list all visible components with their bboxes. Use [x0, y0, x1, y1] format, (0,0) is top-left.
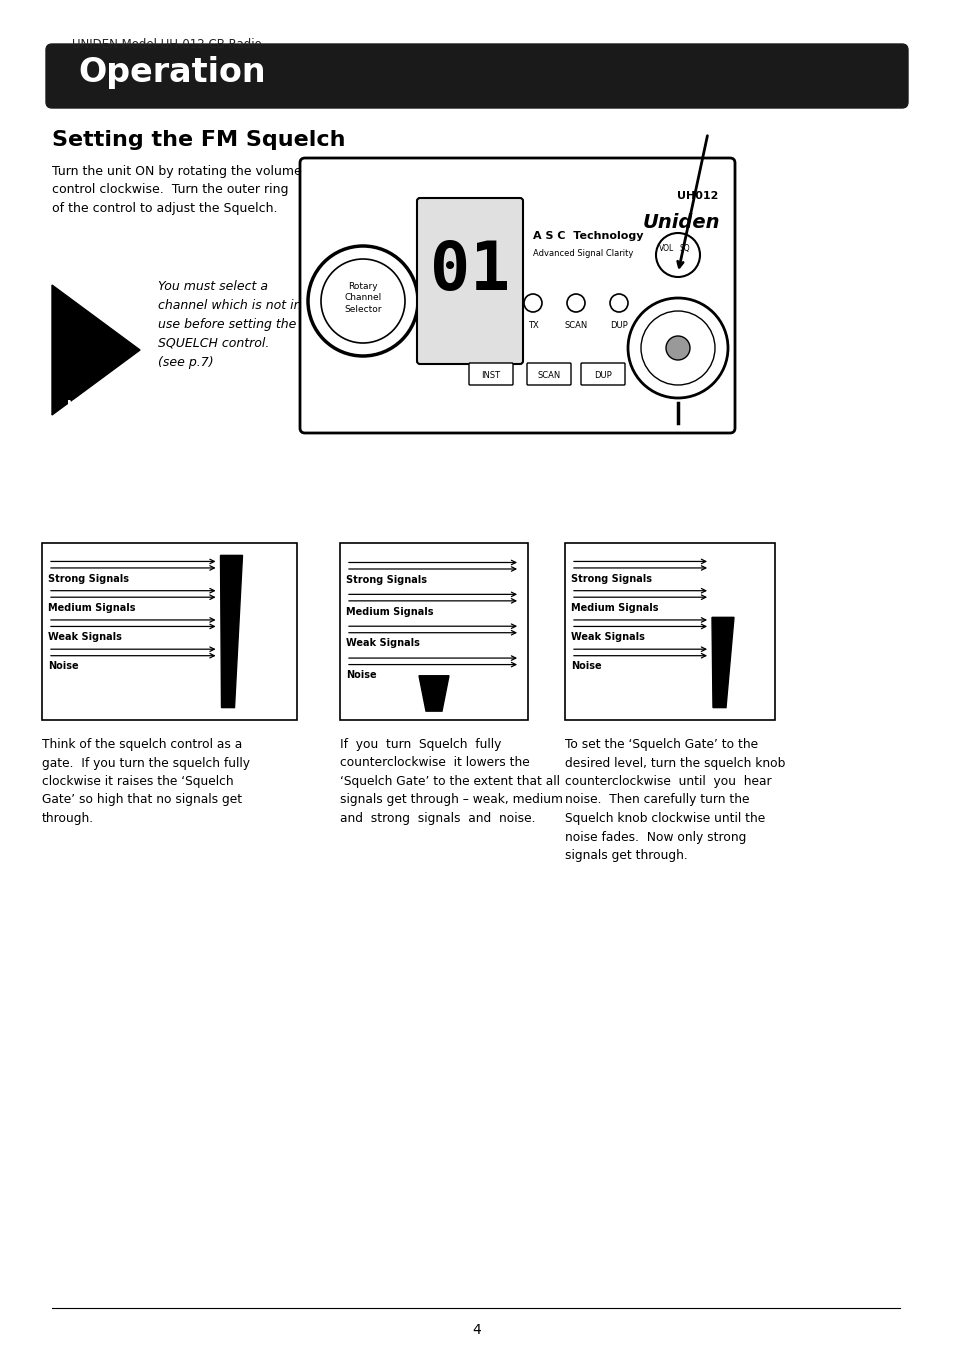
Text: NOTE: NOTE	[96, 397, 128, 407]
Text: VOL: VOL	[659, 243, 674, 253]
Text: SQ: SQ	[679, 243, 690, 253]
Polygon shape	[52, 285, 140, 415]
Text: 4: 4	[472, 1324, 481, 1337]
FancyBboxPatch shape	[299, 158, 734, 433]
Text: Noise: Noise	[48, 661, 78, 672]
FancyBboxPatch shape	[580, 362, 624, 385]
Bar	[42, 544, 296, 721]
Text: Weak Signals: Weak Signals	[48, 633, 122, 642]
Text: Strong Signals: Strong Signals	[48, 573, 129, 584]
Text: Medium Signals: Medium Signals	[346, 607, 433, 617]
Polygon shape	[711, 618, 733, 707]
Text: Strong Signals: Strong Signals	[346, 575, 427, 585]
Polygon shape	[418, 676, 449, 711]
Text: Medium Signals: Medium Signals	[571, 603, 658, 612]
Text: If  you  turn  Squelch  fully
counterclockwise  it lowers the
‘Squelch Gate’ to : If you turn Squelch fully counterclockwi…	[339, 738, 562, 825]
Text: A S C  Technology: A S C Technology	[533, 231, 643, 241]
Text: Noise: Noise	[571, 661, 601, 672]
Text: You must select a
channel which is not in
use before setting the
SQUELCH control: You must select a channel which is not i…	[158, 280, 301, 369]
Polygon shape	[220, 556, 242, 707]
Circle shape	[665, 337, 689, 360]
Text: Turn the unit ON by rotating the volume
control clockwise.  Turn the outer ring
: Turn the unit ON by rotating the volume …	[52, 165, 301, 215]
Text: Strong Signals: Strong Signals	[571, 573, 651, 584]
Bar	[564, 544, 774, 721]
FancyBboxPatch shape	[416, 197, 522, 364]
Text: Uniden: Uniden	[641, 214, 720, 233]
Text: NOTE: NOTE	[67, 400, 99, 410]
Text: DUP: DUP	[610, 320, 627, 330]
Text: SCAN: SCAN	[537, 370, 560, 380]
Text: To set the ‘Squelch Gate’ to the
desired level, turn the squelch knob
counterclo: To set the ‘Squelch Gate’ to the desired…	[564, 738, 784, 863]
Text: Medium Signals: Medium Signals	[48, 603, 135, 612]
FancyBboxPatch shape	[526, 362, 571, 385]
Text: 01: 01	[430, 238, 510, 304]
Text: INST: INST	[481, 370, 500, 380]
Text: Think of the squelch control as a
gate.  If you turn the squelch fully
clockwise: Think of the squelch control as a gate. …	[42, 738, 250, 825]
Text: Setting the FM Squelch: Setting the FM Squelch	[52, 130, 345, 150]
Text: Weak Signals: Weak Signals	[571, 633, 644, 642]
Text: Weak Signals: Weak Signals	[346, 638, 419, 649]
Text: TX: TX	[527, 320, 537, 330]
Text: UNIDEN Model UH-012 CB Radio: UNIDEN Model UH-012 CB Radio	[71, 38, 261, 51]
Text: Noise: Noise	[346, 671, 376, 680]
Text: DUP: DUP	[594, 370, 611, 380]
Text: Operation: Operation	[78, 55, 265, 89]
Bar	[339, 544, 527, 721]
FancyBboxPatch shape	[46, 45, 907, 108]
Text: Advanced Signal Clarity: Advanced Signal Clarity	[533, 249, 633, 258]
Text: SCAN: SCAN	[564, 320, 587, 330]
Text: Rotary
Channel
Selector: Rotary Channel Selector	[344, 281, 381, 314]
FancyBboxPatch shape	[469, 362, 513, 385]
Text: UH012: UH012	[676, 191, 718, 201]
